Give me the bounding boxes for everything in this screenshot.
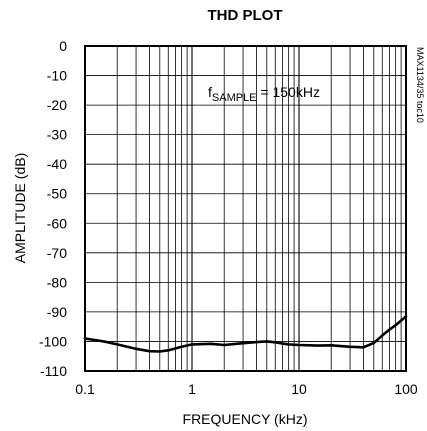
y-tick-label: -10 bbox=[47, 68, 67, 84]
y-tick-label: -20 bbox=[47, 97, 67, 113]
y-tick-label: -40 bbox=[47, 156, 67, 172]
series-layer bbox=[83, 315, 408, 353]
chart-title: THD PLOT bbox=[208, 7, 283, 24]
plot-frame bbox=[84, 45, 407, 372]
y-tick-label: -110 bbox=[40, 363, 67, 379]
thd-series-line bbox=[83, 315, 408, 353]
y-tick-label: -50 bbox=[47, 186, 67, 202]
y-tick-labels: 0 -10 -20 -30 -40 -50 -60 -70 -80 -90 -100 -110 bbox=[39, 38, 67, 379]
y-tick-label: -30 bbox=[47, 127, 67, 143]
x-tick-label: 1 bbox=[188, 381, 196, 397]
y-axis-label: AMPLITUDE (dB) bbox=[12, 153, 28, 263]
annotation-subscript: SAMPLE bbox=[212, 92, 257, 104]
x-tick-label: 10 bbox=[291, 381, 307, 397]
x-tick-label: 0.1 bbox=[75, 381, 95, 397]
annotation-prefix: f bbox=[208, 84, 212, 100]
x-axis-label: FREQUENCY (kHz) bbox=[183, 411, 308, 427]
y-tick-label: -80 bbox=[47, 274, 67, 290]
x-tick-labels: 0.1 1 10 100 bbox=[75, 381, 418, 397]
fsample-annotation: fSAMPLE = 150kHz bbox=[208, 84, 320, 104]
x-tick-label: 100 bbox=[394, 381, 418, 397]
annotation-suffix: = 150kHz bbox=[257, 84, 320, 100]
y-tick-label: -60 bbox=[47, 215, 67, 231]
y-tick-label: -100 bbox=[39, 333, 67, 349]
figure-code: MAX1134/35 toc10 bbox=[415, 47, 425, 123]
y-tick-label: 0 bbox=[59, 38, 67, 54]
y-tick-label: -90 bbox=[47, 304, 67, 320]
y-tick-label: -70 bbox=[47, 245, 67, 261]
